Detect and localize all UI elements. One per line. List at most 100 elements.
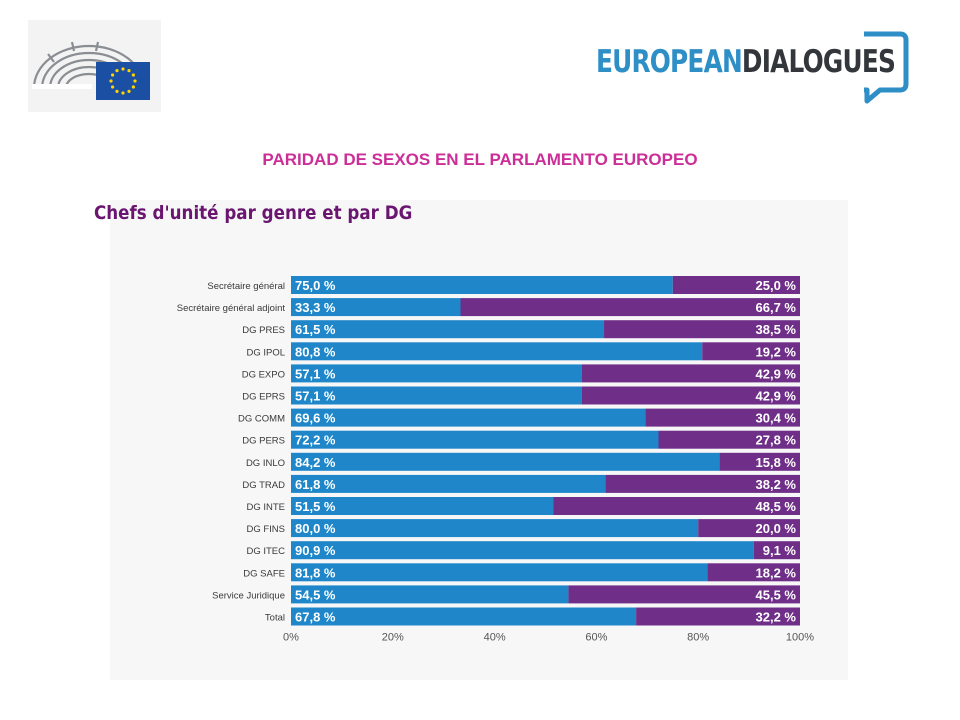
data-label-series-a: 67,8 %: [295, 610, 336, 625]
x-tick-label: 40%: [484, 632, 506, 644]
data-label-series-a: 57,1 %: [295, 389, 336, 404]
european-dialogues-logo: EUROPEANDIALOGUES: [596, 30, 916, 106]
data-label-series-a: 61,8 %: [295, 477, 336, 492]
bar-series-b: [604, 320, 800, 339]
eu-flag-icon: [96, 62, 150, 100]
bar-series-a: [291, 585, 569, 604]
european-parliament-logo: [28, 20, 161, 112]
category-label: Secrétaire général adjoint: [177, 303, 286, 314]
bar-series-a: [291, 474, 606, 493]
bar-series-b: [672, 276, 800, 294]
category-label: DG EPRS: [242, 392, 285, 403]
bar-series-b: [553, 497, 800, 515]
bar-series-b: [568, 585, 800, 604]
brand-part2: DIALOGUES: [741, 44, 896, 80]
category-label: DG FINS: [246, 524, 285, 535]
data-label-series-a: 57,1 %: [295, 366, 336, 381]
data-label-series-b: 18,2 %: [756, 565, 797, 580]
data-label-series-a: 33,3 %: [295, 300, 336, 315]
category-label: DG PRES: [242, 325, 285, 336]
x-tick-label: 20%: [382, 632, 404, 644]
bar-series-b: [753, 541, 800, 560]
data-label-series-a: 80,0 %: [295, 521, 336, 536]
data-label-series-b: 25,0 %: [756, 278, 797, 293]
data-label-series-a: 51,5 %: [295, 499, 336, 514]
data-label-series-b: 30,4 %: [756, 411, 797, 426]
bar-series-a: [291, 364, 582, 383]
bar-series-a: [291, 452, 720, 471]
data-label-series-b: 48,5 %: [756, 499, 797, 514]
category-label: DG ITEC: [246, 546, 285, 557]
category-label: DG COMM: [238, 414, 285, 425]
data-label-series-a: 90,9 %: [295, 543, 336, 558]
bar-series-b: [702, 342, 800, 361]
category-label: DG INTE: [246, 502, 285, 513]
eu-star: [109, 79, 113, 83]
x-tick-label: 0%: [283, 632, 299, 644]
bar-series-a: [291, 497, 554, 515]
data-label-series-a: 80,8 %: [295, 344, 336, 359]
data-label-series-b: 20,0 %: [756, 521, 797, 536]
data-label-series-b: 42,9 %: [756, 389, 797, 404]
bar-series-a: [291, 298, 461, 317]
bar-series-a: [291, 386, 582, 405]
data-label-series-a: 75,0 %: [295, 278, 336, 293]
data-label-series-a: 54,5 %: [295, 587, 336, 602]
category-label: DG INLO: [246, 458, 285, 469]
category-label: DG SAFE: [243, 568, 285, 579]
category-label: DG IPOL: [246, 347, 285, 358]
x-tick-label: 80%: [687, 632, 709, 644]
category-label: DG TRAD: [242, 480, 285, 491]
speech-bubble-icon: [864, 31, 909, 104]
data-label-series-b: 45,5 %: [756, 587, 797, 602]
data-label-series-b: 15,8 %: [756, 455, 797, 470]
category-label: DG PERS: [242, 436, 285, 447]
data-label-series-b: 32,2 %: [756, 610, 797, 625]
x-tick-label: 100%: [786, 632, 814, 644]
bar-series-a: [291, 408, 646, 427]
bar-series-b: [707, 563, 800, 582]
eu-star: [111, 85, 115, 89]
data-label-series-a: 84,2 %: [295, 455, 336, 470]
data-label-series-a: 69,6 %: [295, 411, 336, 426]
eu-star: [131, 73, 135, 77]
bar-series-b: [658, 430, 800, 449]
data-label-series-a: 72,2 %: [295, 433, 336, 448]
eu-star: [121, 67, 125, 71]
category-label: Service Juridique: [212, 590, 285, 601]
x-tick-label: 60%: [585, 632, 607, 644]
bar-series-a: [291, 342, 703, 361]
chart-title: Chefs d'unité par genre et par DG: [94, 202, 413, 224]
data-label-series-b: 38,2 %: [756, 477, 797, 492]
eu-star: [133, 79, 137, 83]
data-label-series-b: 66,7 %: [756, 300, 797, 315]
bar-series-b: [581, 364, 800, 383]
bar-series-a: [291, 276, 673, 294]
eu-star: [115, 69, 119, 73]
bar-series-a: [291, 320, 605, 339]
bar-series-b: [645, 408, 800, 427]
eu-star: [127, 69, 131, 73]
eu-star: [121, 91, 125, 95]
page-title: PARIDAD DE SEXOS EN EL PARLAMENTO EUROPE…: [262, 150, 698, 169]
data-label-series-b: 27,8 %: [756, 433, 797, 448]
brand-part1: EUROPEAN: [596, 44, 743, 80]
data-label-series-a: 61,5 %: [295, 322, 336, 337]
bar-series-b: [636, 607, 800, 626]
bar-series-a: [291, 430, 659, 449]
data-label-series-b: 42,9 %: [756, 366, 797, 381]
bar-series-b: [719, 452, 800, 471]
bar-series-a: [291, 607, 637, 626]
eu-star: [111, 73, 115, 77]
data-label-series-a: 81,8 %: [295, 565, 336, 580]
category-label: Total: [265, 613, 285, 624]
category-label: DG EXPO: [242, 369, 285, 380]
category-label: Secrétaire général: [207, 281, 285, 292]
eu-star: [115, 89, 119, 93]
eu-star: [127, 89, 131, 93]
bar-series-b: [460, 298, 800, 317]
data-label-series-b: 38,5 %: [756, 322, 797, 337]
eu-star: [131, 85, 135, 89]
bar-series-b: [581, 386, 800, 405]
